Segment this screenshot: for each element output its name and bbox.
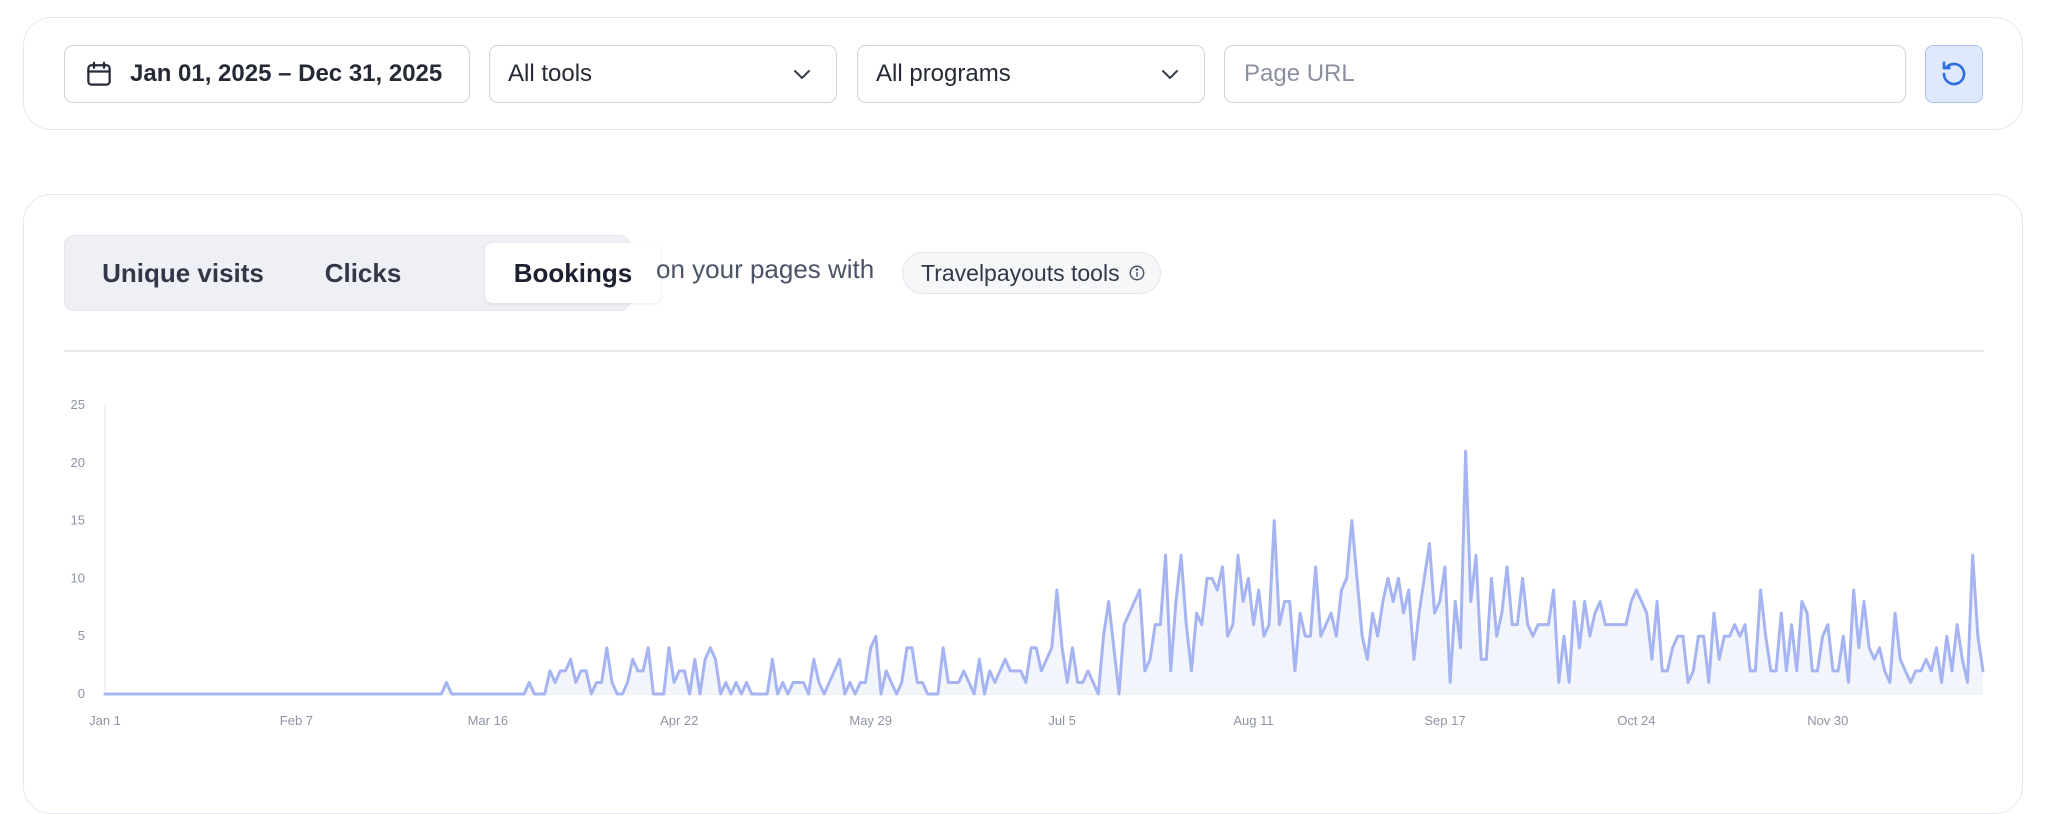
info-icon bbox=[1129, 265, 1145, 281]
filter-bar: Jan 01, 2025 – Dec 31, 2025 All tools Al… bbox=[23, 17, 2023, 130]
chevron-down-icon bbox=[794, 70, 810, 79]
x-tick-label: Nov 30 bbox=[1807, 713, 1848, 728]
y-tick-label: 10 bbox=[71, 570, 85, 585]
caption-text: on your pages with bbox=[656, 254, 875, 284]
tools-select-value: All tools bbox=[508, 60, 593, 87]
metric-tabs: Unique visits Clicks Bookings bbox=[64, 235, 661, 311]
programs-select[interactable]: All programs bbox=[857, 45, 1205, 103]
y-tick-label: 25 bbox=[71, 397, 85, 412]
tab-unique-visits[interactable]: Unique visits bbox=[102, 257, 264, 288]
x-tick-label: Sep 17 bbox=[1424, 713, 1465, 728]
x-tick-label: May 29 bbox=[849, 713, 892, 728]
chevron-down-icon bbox=[1162, 70, 1178, 79]
tab-bookings[interactable]: Bookings bbox=[485, 243, 661, 303]
divider bbox=[64, 350, 1984, 352]
series-area bbox=[105, 451, 1983, 694]
y-tick-label: 5 bbox=[78, 628, 85, 643]
x-tick-label: Oct 24 bbox=[1617, 713, 1655, 728]
chart-card: Unique visits Clicks Bookings on your pa… bbox=[23, 194, 2023, 814]
programs-select-value: All programs bbox=[876, 60, 1011, 87]
x-tick-label: Jul 5 bbox=[1048, 713, 1075, 728]
page-url-input[interactable]: Page URL bbox=[1224, 45, 1906, 103]
page-url-placeholder: Page URL bbox=[1244, 60, 1355, 87]
bookings-line-chart: 0 5 10 15 20 25 Jan 1 Feb 7 Mar 16 Apr 22 May 29 Ju… bbox=[71, 397, 1985, 728]
series-line bbox=[103, 449, 1985, 696]
date-range-text: Jan 01, 2025 – Dec 31, 2025 bbox=[130, 60, 443, 87]
refresh-icon bbox=[1942, 61, 1966, 86]
tools-select[interactable]: All tools bbox=[489, 45, 837, 103]
x-tick-label: Mar 16 bbox=[468, 713, 508, 728]
y-tick-label: 15 bbox=[71, 513, 85, 528]
y-tick-label: 20 bbox=[71, 455, 85, 470]
x-tick-label: Aug 11 bbox=[1233, 713, 1273, 728]
x-tick-label: Feb 7 bbox=[280, 713, 313, 728]
tab-clicks[interactable]: Clicks bbox=[324, 257, 402, 288]
x-tick-label: Jan 1 bbox=[89, 713, 121, 728]
tools-badge-label: Travelpayouts tools bbox=[921, 259, 1120, 286]
date-range-picker[interactable]: Jan 01, 2025 – Dec 31, 2025 bbox=[64, 45, 470, 103]
calendar-icon bbox=[87, 61, 111, 86]
reset-button[interactable] bbox=[1925, 45, 1983, 103]
y-tick-label: 0 bbox=[78, 686, 85, 701]
tools-badge[interactable]: Travelpayouts tools bbox=[902, 252, 1161, 294]
x-tick-label: Apr 22 bbox=[660, 713, 698, 728]
